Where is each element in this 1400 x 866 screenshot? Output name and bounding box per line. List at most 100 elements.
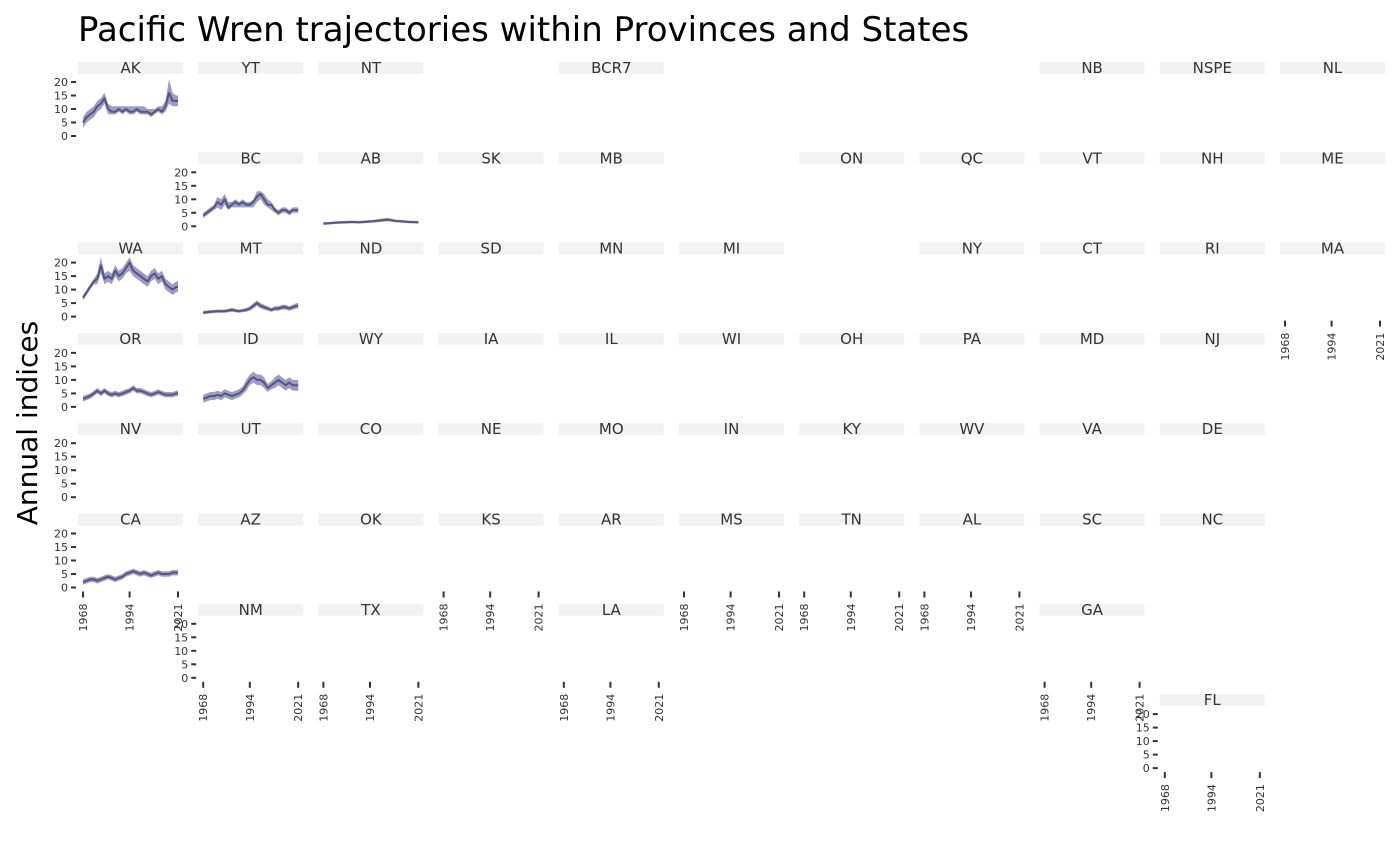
strip-label-wy: WY bbox=[359, 330, 384, 348]
trend-line-or bbox=[82, 387, 178, 400]
strip-label-de: DE bbox=[1202, 420, 1223, 438]
strip-label-mt: MT bbox=[240, 240, 263, 258]
strip-background bbox=[198, 603, 304, 616]
y-tick-label: 10 bbox=[174, 193, 188, 206]
x-tick-label: 1994 bbox=[604, 694, 617, 722]
strip-background bbox=[1039, 423, 1145, 436]
strip-background bbox=[198, 332, 304, 345]
panel-vt: VT bbox=[1039, 149, 1145, 167]
panel-ar: AR bbox=[558, 511, 664, 529]
panel-in: IN bbox=[679, 420, 784, 438]
strip-background bbox=[799, 152, 905, 165]
strip-background bbox=[1280, 62, 1385, 74]
strip-background bbox=[78, 62, 183, 74]
strip-label-id: ID bbox=[243, 330, 259, 348]
x-tick-label: 2021 bbox=[773, 604, 786, 632]
strip-label-ky: KY bbox=[842, 420, 861, 438]
strip-label-va: VA bbox=[1082, 420, 1102, 438]
y-tick-label: 5 bbox=[181, 207, 188, 220]
panel-nc: NC bbox=[1159, 511, 1265, 529]
strip-background bbox=[1280, 152, 1385, 165]
y-tick-label: 15 bbox=[174, 180, 188, 193]
panel-wy: WY bbox=[318, 330, 424, 348]
x-tick-label: 2021 bbox=[1374, 333, 1387, 361]
strip-label-ri: RI bbox=[1205, 240, 1220, 258]
strip-background bbox=[1159, 62, 1265, 74]
x-tick-label: 1994 bbox=[1326, 333, 1339, 361]
strip-background bbox=[1280, 242, 1385, 255]
strip-label-ma: MA bbox=[1321, 240, 1345, 258]
strip-label-al: AL bbox=[963, 511, 982, 529]
strip-background bbox=[198, 242, 304, 255]
strip-label-wa: WA bbox=[118, 240, 143, 258]
strip-background bbox=[558, 152, 664, 165]
y-tick-label: 0 bbox=[61, 582, 68, 595]
panel-ct: CT bbox=[1039, 240, 1145, 258]
x-tick-label: 1968 bbox=[558, 694, 571, 722]
panel-qc: QC bbox=[919, 149, 1025, 167]
y-tick-label: 5 bbox=[61, 387, 68, 400]
strip-label-nb: NB bbox=[1081, 59, 1103, 77]
panel-nt: NT bbox=[318, 59, 424, 77]
strip-label-fl: FL bbox=[1204, 691, 1222, 709]
panel-nj: NJ bbox=[1159, 330, 1265, 348]
strip-background bbox=[438, 332, 544, 345]
strip-label-mi: MI bbox=[723, 240, 740, 258]
trend-line-ak bbox=[82, 91, 178, 124]
strip-label-mo: MO bbox=[599, 420, 624, 438]
panel-mb: MB bbox=[558, 149, 664, 167]
strip-background bbox=[558, 242, 664, 255]
strip-background bbox=[198, 423, 304, 436]
strip-label-ok: OK bbox=[360, 511, 383, 529]
strip-background bbox=[318, 62, 424, 74]
strip-background bbox=[1039, 242, 1145, 255]
strip-label-bcr7: BCR7 bbox=[591, 59, 631, 77]
strip-label-wi: WI bbox=[722, 330, 741, 348]
y-tick-label: 10 bbox=[54, 103, 68, 116]
strip-label-sc: SC bbox=[1082, 511, 1102, 529]
panel-id: ID bbox=[198, 330, 304, 403]
x-tick-label: 2021 bbox=[1134, 694, 1147, 722]
panel-nh: NH bbox=[1159, 149, 1265, 167]
strip-label-tn: TN bbox=[841, 511, 862, 529]
strip-background bbox=[1039, 332, 1145, 345]
strip-background bbox=[558, 332, 664, 345]
strip-background bbox=[558, 513, 664, 526]
strip-label-sk: SK bbox=[481, 149, 502, 167]
strip-background bbox=[1159, 332, 1265, 345]
strip-label-ca: CA bbox=[120, 511, 141, 529]
strip-background bbox=[919, 152, 1025, 165]
x-tick-label: 2021 bbox=[893, 604, 906, 632]
panel-mn: MN bbox=[558, 240, 664, 258]
y-tick-label: 10 bbox=[174, 645, 188, 658]
panel-sc: SC bbox=[1039, 511, 1145, 529]
strip-background bbox=[1159, 513, 1265, 526]
panel-ga: GA 1968 1994 2021 bbox=[1039, 601, 1147, 722]
x-tick-label: 1968 bbox=[317, 694, 330, 722]
panel-nspe: NSPE bbox=[1159, 59, 1265, 77]
strip-label-ga: GA bbox=[1081, 601, 1104, 619]
strip-background bbox=[919, 242, 1025, 255]
x-tick-label: 2021 bbox=[292, 694, 305, 722]
strip-background bbox=[1039, 603, 1145, 616]
y-tick-label: 10 bbox=[54, 464, 68, 477]
strip-background bbox=[919, 423, 1025, 436]
x-tick-label: 1968 bbox=[197, 694, 210, 722]
strip-background bbox=[1159, 423, 1265, 436]
x-tick-label: 1968 bbox=[1159, 784, 1172, 812]
y-axis-label: Annual indices bbox=[11, 321, 44, 526]
strip-label-or: OR bbox=[119, 330, 141, 348]
strip-label-ms: MS bbox=[720, 511, 742, 529]
panel-wv: WV bbox=[919, 420, 1025, 438]
panel-bcr7: BCR7 bbox=[558, 59, 664, 77]
x-tick-label: 1994 bbox=[124, 604, 137, 632]
panel-de: DE bbox=[1159, 420, 1265, 438]
x-tick-label: 1968 bbox=[918, 604, 931, 632]
panel-va: VA bbox=[1039, 420, 1145, 438]
strip-label-nm: NM bbox=[239, 601, 263, 619]
panel-mi: MI bbox=[679, 240, 784, 258]
panel-yt: YT bbox=[198, 59, 304, 77]
strip-label-ct: CT bbox=[1082, 240, 1102, 258]
